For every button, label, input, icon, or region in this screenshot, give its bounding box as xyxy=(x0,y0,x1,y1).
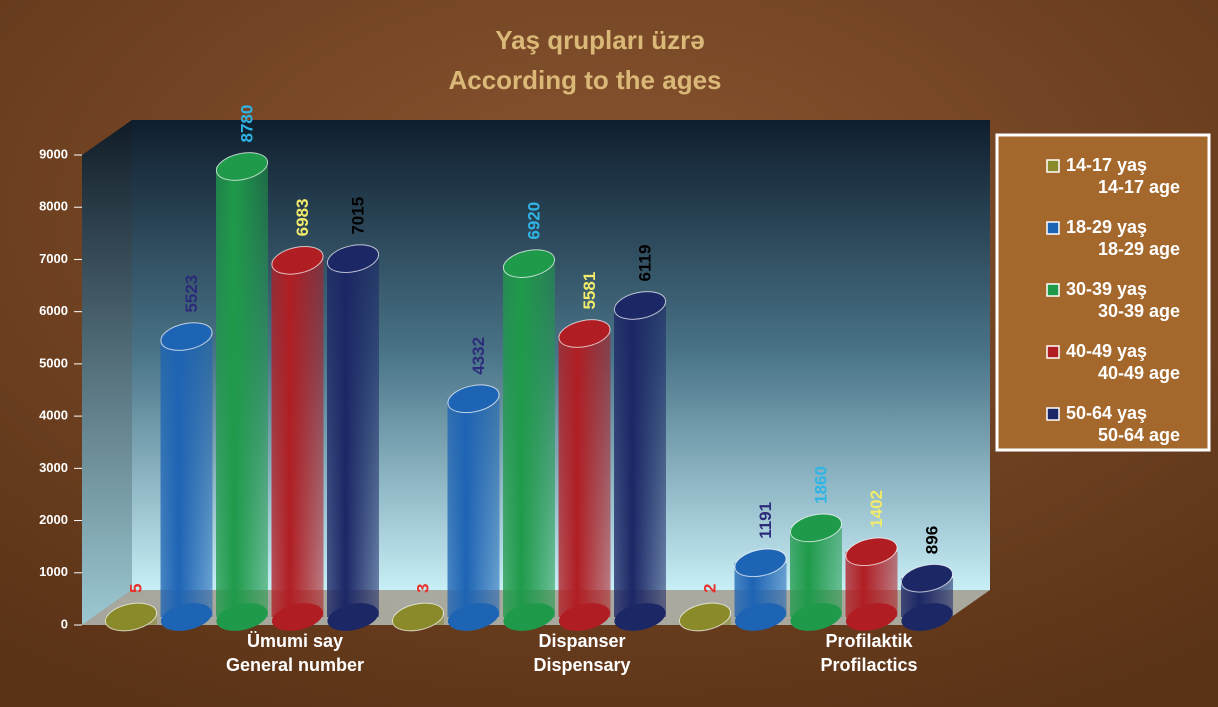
y-tick-label: 4000 xyxy=(39,408,68,423)
cylinder-top xyxy=(391,602,445,632)
cylinder-top xyxy=(502,249,556,278)
legend-label: 50-64 yaş xyxy=(1066,403,1147,423)
legend-label: 40-49 age xyxy=(1098,363,1180,383)
title: Yaş qrupları üzrə xyxy=(495,25,705,55)
y-tick-label: 8000 xyxy=(39,199,68,214)
cylinder-top xyxy=(160,322,213,351)
legend-label: 18-29 yaş xyxy=(1066,217,1147,237)
cylinder xyxy=(734,548,787,631)
cylinder-top xyxy=(734,548,787,578)
cylinder xyxy=(678,602,732,632)
legend-marker xyxy=(1046,221,1060,235)
value-label: 7015 xyxy=(348,197,367,235)
x-tick-label: Ümumi say xyxy=(247,631,343,651)
bar xyxy=(447,398,500,617)
legend-label: 40-49 yaş xyxy=(1066,341,1147,361)
legend-label: 30-39 yaş xyxy=(1066,279,1147,299)
cylinder xyxy=(104,602,158,632)
legend-box xyxy=(995,133,1211,452)
value-label: 1191 xyxy=(756,502,775,539)
y-tick-label: 2000 xyxy=(39,512,68,527)
y-tick-label: 7000 xyxy=(39,251,68,266)
value-label: 5523 xyxy=(182,275,201,313)
cylinder xyxy=(326,244,380,631)
cylinder xyxy=(558,319,611,631)
cylinder xyxy=(215,152,269,631)
legend-label: 14-17 age xyxy=(1098,177,1180,197)
bar xyxy=(160,336,213,617)
y-tick-label: 5000 xyxy=(39,355,68,370)
cylinder xyxy=(447,384,500,631)
legend-label: 18-29 age xyxy=(1098,239,1180,259)
y-tick-label: 3000 xyxy=(39,460,68,475)
legend-marker xyxy=(1046,407,1060,421)
side-wall xyxy=(82,120,132,625)
cylinder-top xyxy=(271,246,324,275)
bar xyxy=(614,305,666,617)
legend-label: 14-17 yaş xyxy=(1066,155,1147,175)
value-label: 8780 xyxy=(237,105,256,143)
x-tick-label: Dispensary xyxy=(533,655,630,675)
legend-label: 30-39 age xyxy=(1098,301,1180,321)
value-label: 5 xyxy=(126,584,145,593)
title: According to the ages xyxy=(448,65,721,95)
x-tick-label: Profilactics xyxy=(820,655,917,675)
cylinder-top xyxy=(215,152,269,181)
y-tick-label: 1000 xyxy=(39,564,68,579)
legend-label: 50-64 age xyxy=(1098,425,1180,445)
bar xyxy=(216,166,268,617)
x-tick-label: Dispanser xyxy=(538,631,625,651)
cylinder xyxy=(160,322,213,631)
cylinder-top xyxy=(845,537,898,567)
y-tick-label: 9000 xyxy=(39,146,68,161)
cylinder-top xyxy=(613,291,667,320)
value-label: 1860 xyxy=(811,466,830,504)
cylinder-top xyxy=(789,513,843,543)
value-label: 896 xyxy=(922,526,941,554)
value-label: 4332 xyxy=(469,337,488,375)
value-label: 6983 xyxy=(293,199,312,237)
cylinder xyxy=(900,563,954,631)
cylinder-top xyxy=(104,602,158,632)
y-tick-label: 0 xyxy=(61,616,68,631)
bar xyxy=(503,263,555,617)
cylinder-top xyxy=(447,384,500,414)
value-label: 6920 xyxy=(524,202,543,240)
bar xyxy=(327,258,379,617)
cylinder-top xyxy=(326,244,380,273)
cylinder xyxy=(271,246,324,631)
x-tick-label: Profilaktik xyxy=(825,631,913,651)
cylinder-top xyxy=(558,319,611,348)
cylinder-top xyxy=(678,602,732,632)
value-label: 2 xyxy=(700,584,719,593)
cylinder xyxy=(391,602,445,632)
cylinder-top xyxy=(900,563,954,593)
y-tick-label: 6000 xyxy=(39,303,68,318)
bar xyxy=(790,527,842,617)
cylinder xyxy=(789,513,843,631)
cylinder xyxy=(502,249,556,631)
bar xyxy=(271,260,324,617)
value-label: 6119 xyxy=(635,245,654,282)
bar xyxy=(558,333,611,617)
value-label: 3 xyxy=(413,584,432,593)
value-label: 1402 xyxy=(867,490,886,528)
legend-marker xyxy=(1046,159,1060,173)
value-label: 5581 xyxy=(580,272,599,310)
legend-marker xyxy=(1046,283,1060,297)
legend-marker xyxy=(1046,345,1060,359)
cylinder xyxy=(845,537,898,631)
cylinder xyxy=(613,291,667,631)
x-tick-label: General number xyxy=(226,655,364,675)
